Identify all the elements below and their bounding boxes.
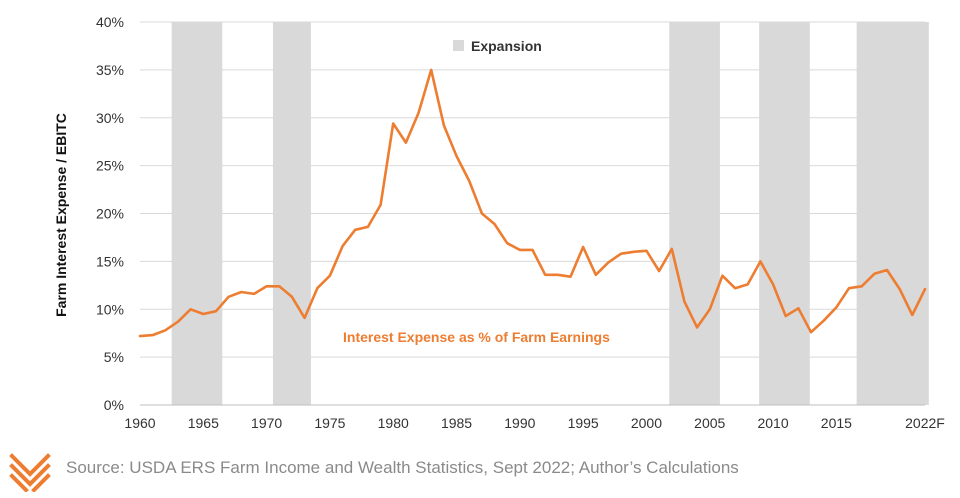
x-tick-label: 1990 — [504, 415, 535, 431]
x-tick-label: 2000 — [631, 415, 662, 431]
y-tick-label: 15% — [96, 253, 124, 269]
x-tick-label: 1980 — [378, 415, 409, 431]
x-tick-label: 2005 — [694, 415, 725, 431]
x-tick-label: 1970 — [251, 415, 282, 431]
y-axis-label: Farm Interest Expense / EBITC — [53, 113, 69, 317]
y-tick-label: 35% — [96, 62, 124, 78]
series-annotation: Interest Expense as % of Farm Earnings — [343, 329, 610, 345]
y-tick-label: 0% — [104, 397, 124, 413]
y-tick-labels: 0% 5% 10% 15% 20% 25% 30% 35% 40% — [96, 14, 124, 413]
interest-expense-chart: 0%5%10%15%20%25%30%35%40% 1960 1965 1970 19… — [53, 14, 945, 431]
y-tick-label: 25% — [96, 158, 124, 174]
legend-label-expansion: Expansion — [471, 38, 542, 54]
legend-swatch-expansion — [453, 40, 464, 51]
brand-logo-icon — [9, 453, 51, 492]
x-tick-label: 1975 — [314, 415, 345, 431]
footer: Source: USDA ERS Farm Income and Wealth … — [0, 444, 960, 498]
x-tick-label: 2010 — [757, 415, 788, 431]
source-note: Source: USDA ERS Farm Income and Wealth … — [66, 458, 739, 477]
legend: Expansion — [453, 38, 542, 54]
x-tick-label: 1985 — [441, 415, 472, 431]
x-tick-labels: 1960 1965 1970 1975 1980 1985 1990 1995 2000 2005… — [124, 415, 944, 431]
x-tick-label: 1960 — [124, 415, 155, 431]
series-lines — [138, 68, 927, 338]
y-tick-label: 30% — [96, 110, 124, 126]
series-line-1 — [138, 68, 927, 338]
x-tick-label: 1995 — [568, 415, 599, 431]
y-tick-label: 40% — [96, 14, 124, 30]
y-tick-label: 10% — [96, 301, 124, 317]
x-tick-label: 2015 — [821, 415, 852, 431]
x-tick-label: 1965 — [188, 415, 219, 431]
x-tick-label: 2022F — [905, 415, 945, 431]
grid-lines — [140, 21, 925, 358]
y-tick-label: 20% — [96, 206, 124, 222]
y-tick-label: 5% — [104, 349, 124, 365]
